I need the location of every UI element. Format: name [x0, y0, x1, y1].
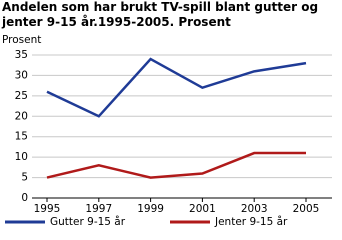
x-tick-label: 1999	[137, 203, 164, 215]
y-tick-label: 20	[15, 110, 28, 122]
page: Andelen som har brukt TV-spill blant gut…	[2, 0, 332, 228]
y-tick-label: 30	[15, 69, 28, 81]
x-tick-label: 1997	[85, 203, 112, 215]
y-tick-label: 15	[15, 131, 28, 143]
x-tick-label: 1995	[34, 203, 61, 215]
legend-label: Gutter 9-15 år	[50, 215, 126, 228]
y-tick-label: 5	[21, 172, 28, 184]
chart-title: Andelen som har brukt TV-spill blant gut…	[2, 0, 319, 29]
chart: Prosent 0 5 10 15 20 25 30 35 1995 1997 1999 2001 20…	[2, 34, 332, 228]
x-tick-label: 2001	[189, 203, 216, 215]
series-line	[46, 57, 307, 118]
y-tick-label: 35	[15, 49, 28, 61]
x-tick-label: 2005	[293, 203, 320, 215]
series-line	[46, 151, 306, 179]
y-axis-label: Prosent	[2, 34, 41, 46]
y-tick-label: 25	[15, 90, 28, 102]
x-tick-label: 2003	[241, 203, 268, 215]
y-tick-label: 10	[15, 151, 28, 163]
y-tick-label: 0	[21, 192, 28, 204]
legend-label: Jenter 9-15 år	[214, 215, 288, 228]
